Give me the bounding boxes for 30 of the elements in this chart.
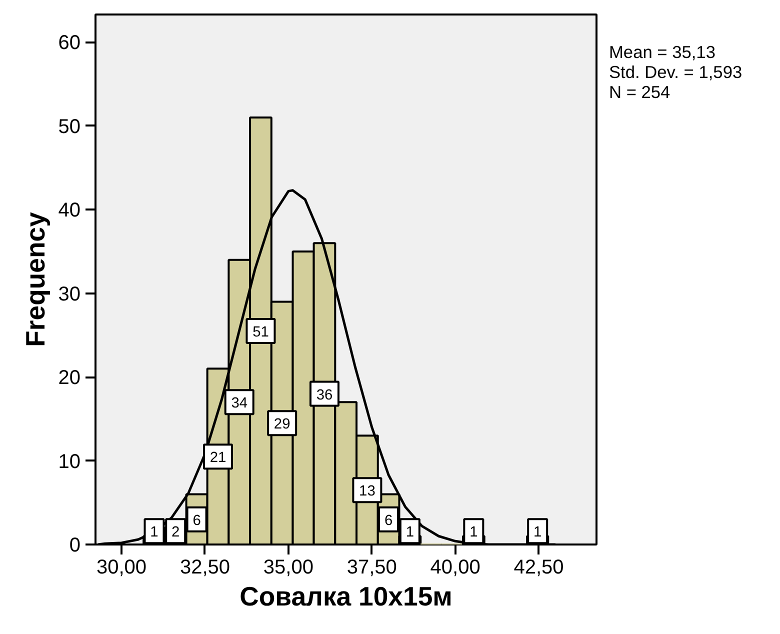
data-label: 1 xyxy=(406,524,414,541)
data-label: 6 xyxy=(192,512,201,529)
y-tick-label: 0 xyxy=(69,534,80,556)
text: Mean = 35,13 xyxy=(609,42,716,62)
x-axis-title: Совалка 10x15м xyxy=(240,582,452,612)
data-label: 21 xyxy=(210,450,226,466)
x-tick-label: 42,50 xyxy=(514,556,564,578)
y-axis-title: Frequency xyxy=(20,212,50,347)
text: Std. Dev. = 1,593 xyxy=(609,62,742,82)
data-label: 29 xyxy=(274,416,290,433)
y-tick-label: 50 xyxy=(58,116,81,138)
y-tick-label: 10 xyxy=(58,450,81,473)
y-tick-label: 20 xyxy=(58,367,81,390)
data-label: 2 xyxy=(172,524,180,541)
x-tick-label: 30,00 xyxy=(96,556,147,578)
data-label: 13 xyxy=(359,484,376,500)
data-label: 1 xyxy=(534,524,542,541)
data-label: 51 xyxy=(252,324,269,340)
text: N = 254 xyxy=(609,82,670,102)
x-tick-label: 40,00 xyxy=(430,556,480,578)
data-label: 1 xyxy=(470,524,478,541)
y-tick-label: 40 xyxy=(58,200,81,222)
data-label: 36 xyxy=(316,387,333,404)
data-label: 34 xyxy=(231,396,248,412)
x-tick-label: 35,00 xyxy=(263,556,314,578)
y-tick-label: 30 xyxy=(58,283,81,306)
x-tick-label: 37,50 xyxy=(346,556,397,578)
y-tick-label: 60 xyxy=(58,32,81,54)
x-tick-label: 32,50 xyxy=(180,556,230,578)
data-label: 6 xyxy=(384,512,393,529)
